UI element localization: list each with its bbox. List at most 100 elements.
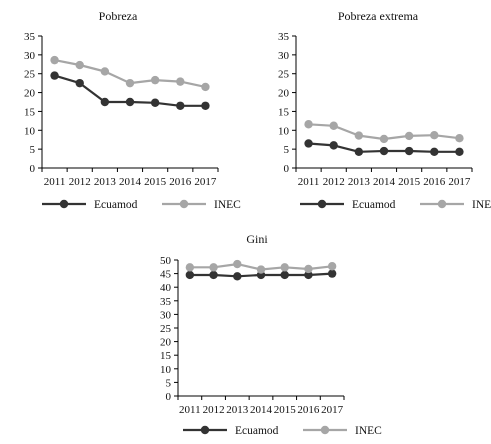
x-tick-label: 2016	[169, 176, 192, 188]
y-tick-label: 0	[30, 163, 36, 175]
data-point-inec	[201, 82, 210, 92]
data-point-ecuamod	[404, 146, 414, 156]
data-point-inec	[125, 78, 135, 88]
legend-item: Ecuamod	[183, 425, 279, 437]
legend-item: INEC	[303, 425, 382, 437]
data-point-inec	[304, 120, 313, 129]
legend-swatch-marker	[437, 199, 447, 209]
y-tick-label: 20	[24, 88, 36, 100]
legend-swatch-marker	[320, 425, 330, 435]
data-point-inec	[280, 263, 289, 272]
data-point-ecuamod	[201, 101, 210, 110]
y-tick-label: 25	[278, 69, 290, 81]
legend: Ecuamod INEC	[300, 199, 491, 211]
y-tick-label: 35	[160, 296, 172, 308]
data-point-ecuamod	[75, 78, 84, 88]
x-tick-label: 2013	[94, 176, 117, 188]
data-point-inec	[430, 130, 439, 140]
data-point-ecuamod	[100, 97, 110, 107]
x-tick-label: 2015	[398, 176, 421, 188]
data-point-inec	[379, 134, 389, 144]
x-tick-label: 2017	[321, 404, 344, 416]
y-tick-label: 45	[160, 269, 172, 281]
data-point-inec	[455, 134, 464, 143]
data-point-ecuamod	[327, 269, 337, 278]
y-tick-label: 30	[160, 309, 172, 321]
data-point-ecuamod	[176, 101, 185, 110]
legend-swatch-marker	[179, 199, 189, 209]
data-point-ecuamod	[379, 146, 389, 156]
data-point-inec	[75, 60, 84, 70]
y-tick-label: 30	[278, 50, 290, 62]
chart-title: Pobreza	[99, 9, 138, 23]
y-tick-label: 20	[278, 88, 290, 100]
x-tick-label: 2014	[119, 176, 142, 188]
legend-label: INEC	[355, 425, 382, 437]
data-point-inec	[150, 75, 160, 85]
data-point-inec	[329, 121, 338, 130]
legend-swatch-marker	[200, 425, 210, 435]
y-tick-label: 15	[278, 106, 290, 118]
x-tick-label: 2011	[179, 404, 201, 416]
x-tick-label: 2014	[250, 404, 273, 416]
x-tick-label: 2011	[44, 176, 66, 188]
x-tick-label: 2013	[348, 176, 371, 188]
legend-item: INEC	[162, 199, 241, 211]
y-tick-label: 25	[24, 69, 36, 81]
x-tick-label: 2012	[323, 176, 345, 188]
data-point-ecuamod	[233, 272, 242, 281]
data-point-ecuamod	[329, 141, 338, 150]
data-point-inec	[354, 131, 364, 140]
data-point-ecuamod	[304, 270, 313, 280]
legend: Ecuamod INEC	[42, 199, 241, 211]
legend-item: Ecuamod	[300, 199, 396, 211]
legend-label: Ecuamod	[235, 425, 279, 437]
x-tick-label: 2016	[297, 404, 320, 416]
y-tick-label: 35	[278, 31, 290, 43]
data-point-inec	[327, 262, 337, 271]
y-tick-label: 10	[278, 125, 290, 137]
legend-item: Ecuamod	[42, 199, 138, 211]
y-tick-label: 10	[24, 125, 36, 137]
legend-swatch-marker	[59, 199, 69, 209]
data-point-ecuamod	[455, 147, 464, 156]
x-tick-label: 2014	[373, 176, 396, 188]
y-tick-label: 35	[24, 31, 36, 43]
x-tick-label: 2016	[423, 176, 446, 188]
data-point-ecuamod	[280, 270, 289, 280]
y-tick-label: 5	[166, 377, 172, 389]
data-point-inec	[304, 264, 313, 274]
x-tick-label: 2011	[298, 176, 320, 188]
y-tick-label: 15	[24, 106, 36, 118]
y-tick-label: 30	[24, 50, 36, 62]
legend-item: INEC	[420, 199, 491, 211]
x-tick-label: 2015	[144, 176, 167, 188]
legend-label: INEC	[472, 199, 491, 211]
data-point-ecuamod	[150, 98, 160, 107]
y-tick-label: 40	[160, 282, 172, 294]
data-point-inec	[50, 55, 59, 65]
y-tick-label: 10	[160, 364, 172, 376]
data-point-inec	[185, 263, 195, 272]
y-tick-label: 50	[160, 255, 172, 267]
data-point-inec	[404, 131, 414, 141]
legend-swatch-marker	[317, 199, 327, 209]
x-tick-label: 2012	[203, 404, 225, 416]
chart-title: Gini	[246, 232, 268, 246]
y-tick-label: 0	[284, 163, 290, 175]
data-point-inec	[256, 265, 266, 274]
x-tick-label: 2015	[274, 404, 297, 416]
legend: Ecuamod INEC	[183, 425, 382, 437]
data-point-inec	[100, 67, 110, 76]
legend-label: Ecuamod	[94, 199, 138, 211]
data-point-ecuamod	[185, 270, 195, 280]
data-point-ecuamod	[209, 270, 218, 280]
y-tick-label: 20	[160, 337, 172, 349]
data-point-ecuamod	[354, 147, 364, 156]
data-point-inec	[233, 259, 242, 269]
y-tick-label: 25	[160, 323, 172, 335]
y-tick-label: 5	[30, 144, 36, 156]
x-tick-label: 2017	[448, 176, 471, 188]
